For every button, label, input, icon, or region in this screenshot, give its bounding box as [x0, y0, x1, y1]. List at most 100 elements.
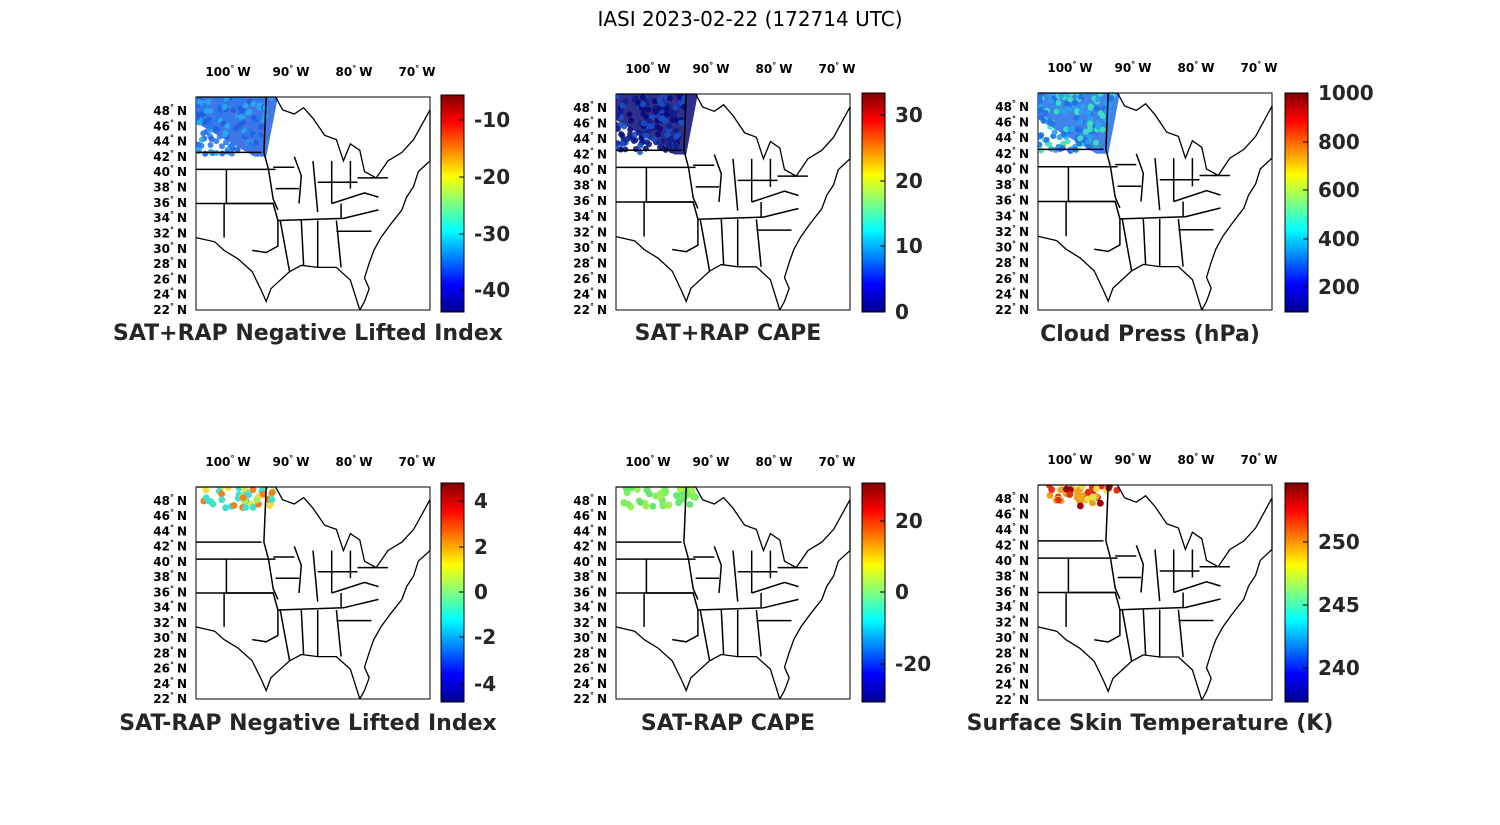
swath-dot — [239, 494, 247, 502]
lat-tick-label: 38° N — [573, 178, 607, 193]
lon-tick-label: 90° W — [693, 454, 730, 469]
swath-dot — [1055, 496, 1062, 504]
state-border — [1135, 544, 1145, 593]
lat-tick-label: 46° N — [573, 508, 607, 523]
swath-dot — [646, 141, 653, 148]
lon-tick-label: 90° W — [273, 64, 310, 79]
gulf-coastline — [195, 236, 361, 311]
swath-dot — [1085, 110, 1092, 117]
state-border — [720, 219, 725, 265]
lat-tick-label: 42° N — [573, 539, 607, 554]
lon-tick-label: 80° W — [336, 64, 373, 79]
gulf-coastline — [615, 235, 781, 311]
swath-dot — [222, 131, 229, 138]
lon-tick-label: 90° W — [1115, 452, 1152, 467]
swath-dot — [1038, 147, 1045, 154]
swath-dot — [233, 125, 240, 132]
lon-tick-label: 80° W — [336, 454, 373, 469]
swath-dot — [223, 139, 230, 146]
swath-dot — [253, 496, 261, 504]
swath-dot — [232, 98, 239, 105]
state-border — [1105, 484, 1121, 600]
swath-dot — [1060, 131, 1067, 138]
gulf-coastline — [615, 626, 781, 700]
lat-tick-label: 36° N — [573, 584, 607, 599]
lat-tick-label: 26° N — [995, 661, 1029, 676]
swath-dot — [1085, 138, 1092, 145]
state-border — [697, 598, 799, 611]
lat-tick-label: 22° N — [153, 302, 187, 317]
swath-dot — [1051, 129, 1058, 136]
swath-dot — [663, 131, 670, 138]
gulf-coastline — [195, 626, 361, 700]
swath-dot — [625, 500, 632, 508]
lat-tick-label: 30° N — [995, 630, 1029, 645]
swath-dot — [218, 496, 226, 504]
panel-label: Cloud Press (hPa) — [1040, 322, 1260, 347]
state-border — [1066, 200, 1121, 253]
swath-dot — [643, 132, 650, 139]
swath-dot — [1072, 99, 1079, 106]
swath-dot — [196, 146, 202, 153]
lat-tick-label: 28° N — [995, 646, 1029, 661]
swath-dot — [1073, 488, 1081, 496]
swath-dot — [1093, 485, 1100, 493]
lat-tick-label: 34° N — [153, 600, 187, 615]
lat-tick-label: 32° N — [153, 615, 187, 630]
colorbar-tick-label: 250 — [1318, 530, 1360, 554]
state-border — [224, 592, 279, 643]
swath-dot — [1067, 126, 1074, 133]
swath-dot — [640, 120, 647, 127]
swath-dot — [640, 101, 647, 108]
swath-dot — [1087, 120, 1094, 127]
colorbar-tick-label: -4 — [474, 672, 496, 696]
colorbar-tick-label: 245 — [1318, 593, 1360, 617]
gulf-coastline — [1037, 626, 1203, 701]
state-border — [644, 201, 699, 253]
colorbar-tick-label: 30 — [895, 103, 923, 127]
lat-tick-label: 42° N — [573, 147, 607, 162]
swath-dot — [1040, 117, 1047, 124]
swath-dot — [266, 502, 274, 509]
state-border — [300, 220, 305, 266]
swath-dot — [686, 501, 694, 508]
gulf-coastline — [1037, 235, 1203, 311]
swath-dot — [658, 115, 665, 122]
lat-tick-label: 36° N — [995, 584, 1029, 599]
colorbar-tick-label: -20 — [895, 652, 931, 676]
lat-tick-label: 42° N — [995, 146, 1029, 161]
swath-dot — [268, 489, 276, 497]
state-border — [1119, 598, 1221, 611]
lat-tick-label: 44° N — [995, 522, 1029, 537]
swath-dot — [666, 123, 673, 130]
swath-dot — [656, 144, 663, 151]
state-border — [720, 609, 725, 655]
swath-dot — [675, 499, 682, 507]
panel-label: SAT+RAP Negative Lifted Index — [113, 321, 503, 346]
swath-dot — [256, 114, 263, 121]
state-border — [224, 202, 279, 254]
swath-dot — [636, 129, 643, 136]
swath-dot — [243, 131, 250, 138]
swath-dot — [1053, 108, 1060, 115]
state-border — [1173, 581, 1221, 594]
state-border — [279, 220, 291, 272]
colorbar-tick-label: 4 — [474, 489, 488, 513]
swath-dot — [1038, 132, 1045, 139]
colorbar-tick-label: 0 — [474, 580, 488, 604]
swath-dot — [618, 131, 625, 138]
swath-dot — [234, 146, 241, 153]
lat-tick-label: 26° N — [573, 661, 607, 676]
swath-dot — [1076, 502, 1084, 510]
lon-tick-label: 70° W — [819, 454, 856, 469]
colorbar — [1284, 482, 1309, 703]
figure-title: IASI 2023-02-22 (172714 UTC) — [597, 7, 902, 31]
state-border — [293, 156, 303, 204]
lat-tick-label: 26° N — [573, 271, 607, 286]
coastline — [1038, 92, 1273, 311]
swath-dot — [627, 131, 634, 138]
swath-dot — [1080, 103, 1087, 110]
swath-dot — [1078, 494, 1086, 502]
swath-dot — [1046, 141, 1053, 148]
swath-dot — [616, 94, 621, 99]
